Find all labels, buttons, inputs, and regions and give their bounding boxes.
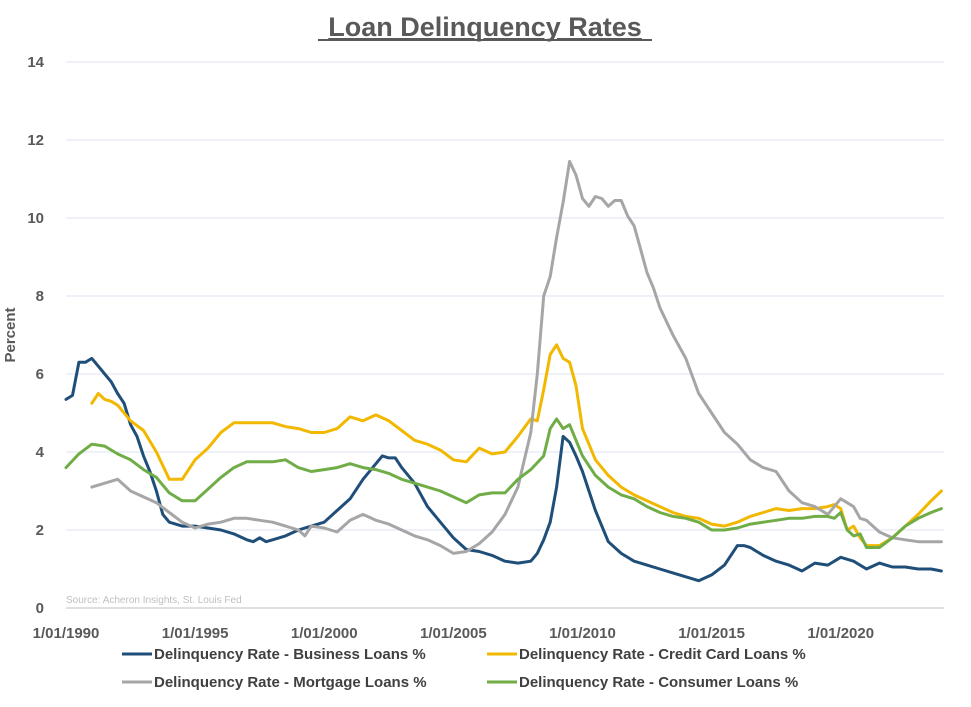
chart-title: Loan Delinquency Rates bbox=[328, 12, 642, 42]
series-lines bbox=[64, 159, 943, 583]
series-line-1 bbox=[64, 356, 943, 583]
x-tick-label: 1/01/2005 bbox=[420, 625, 487, 642]
source-note: Source: Acheron Insights, St. Louis Fed bbox=[66, 595, 242, 606]
x-tick-label: 1/01/1995 bbox=[162, 625, 229, 642]
y-axis-label: Percent bbox=[2, 307, 19, 362]
x-tick-label: 1/01/2010 bbox=[549, 625, 616, 642]
x-tick-label: 1/01/2000 bbox=[291, 625, 358, 642]
legend-label: Delinquency Rate - Consumer Loans % bbox=[519, 674, 798, 691]
legend-label: Delinquency Rate - Mortgage Loans % bbox=[154, 674, 427, 691]
legend-label: Delinquency Rate - Credit Card Loans % bbox=[519, 646, 806, 663]
series-line-2 bbox=[90, 343, 943, 548]
x-axis-ticks: 1/01/1990 1/01/1995 1/01/2000 1/01/2005 1/01… bbox=[33, 625, 874, 642]
series-line-4 bbox=[64, 417, 943, 549]
y-tick-label: 2 bbox=[36, 522, 44, 539]
x-tick-label: 1/01/1990 bbox=[33, 625, 100, 642]
y-tick-label: 8 bbox=[36, 288, 44, 305]
series-line-3 bbox=[90, 159, 943, 555]
legend: Delinquency Rate - Business Loans % Delin… bbox=[122, 646, 806, 691]
y-tick-label: 6 bbox=[36, 366, 44, 383]
y-tick-label: 14 bbox=[27, 54, 44, 71]
y-tick-label: 4 bbox=[36, 444, 45, 461]
x-tick-label: 1/01/2020 bbox=[807, 625, 874, 642]
legend-label: Delinquency Rate - Business Loans % bbox=[154, 646, 426, 663]
y-tick-label: 10 bbox=[27, 210, 44, 227]
x-tick-label: 1/01/2015 bbox=[678, 625, 745, 642]
y-axis-ticks: 0 2 4 6 8 10 12 14 bbox=[27, 54, 44, 617]
y-tick-label: 12 bbox=[27, 132, 44, 149]
y-tick-label: 0 bbox=[36, 600, 44, 617]
